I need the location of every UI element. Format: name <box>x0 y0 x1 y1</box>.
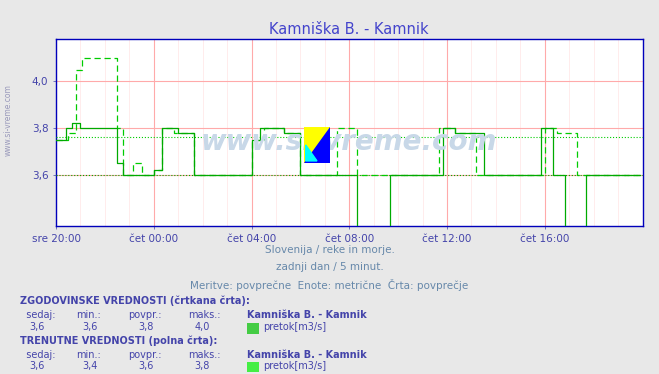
Text: sedaj:: sedaj: <box>20 310 55 321</box>
Polygon shape <box>306 145 317 161</box>
Text: 3,8: 3,8 <box>138 322 154 332</box>
Text: maks.:: maks.: <box>188 310 220 321</box>
Text: Slovenija / reke in morje.: Slovenija / reke in morje. <box>264 245 395 255</box>
Text: www.si-vreme.com: www.si-vreme.com <box>3 84 13 156</box>
Text: 4,0: 4,0 <box>194 322 210 332</box>
Text: 3,6: 3,6 <box>82 322 98 332</box>
Text: sedaj:: sedaj: <box>20 350 55 360</box>
Text: min.:: min.: <box>76 350 101 360</box>
Text: ZGODOVINSKE VREDNOSTI (črtkana črta):: ZGODOVINSKE VREDNOSTI (črtkana črta): <box>20 295 250 306</box>
Title: Kamniška B. - Kamnik: Kamniška B. - Kamnik <box>270 22 429 37</box>
Text: pretok[m3/s]: pretok[m3/s] <box>264 322 327 332</box>
Text: povpr.:: povpr.: <box>129 350 162 360</box>
Text: Kamniška B. - Kamnik: Kamniška B. - Kamnik <box>247 310 367 321</box>
Polygon shape <box>304 127 330 163</box>
Text: Meritve: povprečne  Enote: metrične  Črta: povprečje: Meritve: povprečne Enote: metrične Črta:… <box>190 279 469 291</box>
Text: povpr.:: povpr.: <box>129 310 162 321</box>
Text: 3,8: 3,8 <box>194 361 210 371</box>
Text: 3,6: 3,6 <box>30 322 45 332</box>
Text: maks.:: maks.: <box>188 350 220 360</box>
Text: TRENUTNE VREDNOSTI (polna črta):: TRENUTNE VREDNOSTI (polna črta): <box>20 335 217 346</box>
Text: min.:: min.: <box>76 310 101 321</box>
Text: pretok[m3/s]: pretok[m3/s] <box>264 361 327 371</box>
Text: 3,6: 3,6 <box>30 361 45 371</box>
Text: zadnji dan / 5 minut.: zadnji dan / 5 minut. <box>275 262 384 272</box>
Text: www.si-vreme.com: www.si-vreme.com <box>201 128 498 156</box>
Text: 3,4: 3,4 <box>82 361 98 371</box>
Text: 3,6: 3,6 <box>138 361 154 371</box>
Polygon shape <box>304 127 330 163</box>
Text: Kamniška B. - Kamnik: Kamniška B. - Kamnik <box>247 350 367 360</box>
